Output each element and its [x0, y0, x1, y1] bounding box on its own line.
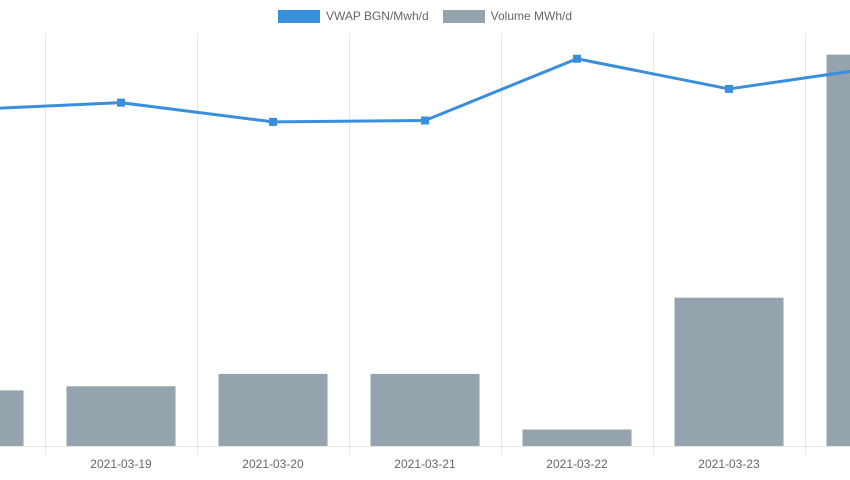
x-tick-label: 2021-03-22	[546, 457, 608, 471]
volume-bar	[826, 54, 850, 446]
legend-label-volume: Volume MWh/d	[490, 9, 573, 23]
x-tick-label: 2021-03-19	[90, 457, 152, 471]
vwap-point	[421, 116, 429, 125]
legend-swatch-vwap	[277, 9, 320, 23]
vwap-line	[0, 57, 850, 124]
legend-item-vwap[interactable]: VWAP BGN/Mwh/d	[277, 9, 429, 23]
vwap-point	[725, 84, 733, 93]
x-tick-label: 2021-03-23	[698, 457, 760, 471]
vwap-point	[573, 54, 581, 63]
legend-item-volume[interactable]: Volume MWh/d	[442, 9, 573, 23]
volume-bar	[674, 297, 784, 446]
x-tick-label: 2021-03-21	[394, 457, 456, 471]
legend-label-vwap: VWAP BGN/Mwh/d	[325, 9, 429, 23]
x-tick-label: 2021-03-20	[242, 457, 304, 471]
volume-bar	[0, 390, 24, 446]
volume-bar	[522, 429, 632, 446]
volume-bar	[370, 373, 480, 446]
legend-swatch-volume	[442, 9, 485, 23]
vwap-point	[117, 98, 125, 107]
chart-legend: VWAP BGN/Mwh/d Volume MWh/d	[0, 6, 850, 26]
volume-bar	[218, 373, 328, 446]
vwap-point	[269, 117, 277, 126]
volume-bar	[66, 386, 176, 446]
